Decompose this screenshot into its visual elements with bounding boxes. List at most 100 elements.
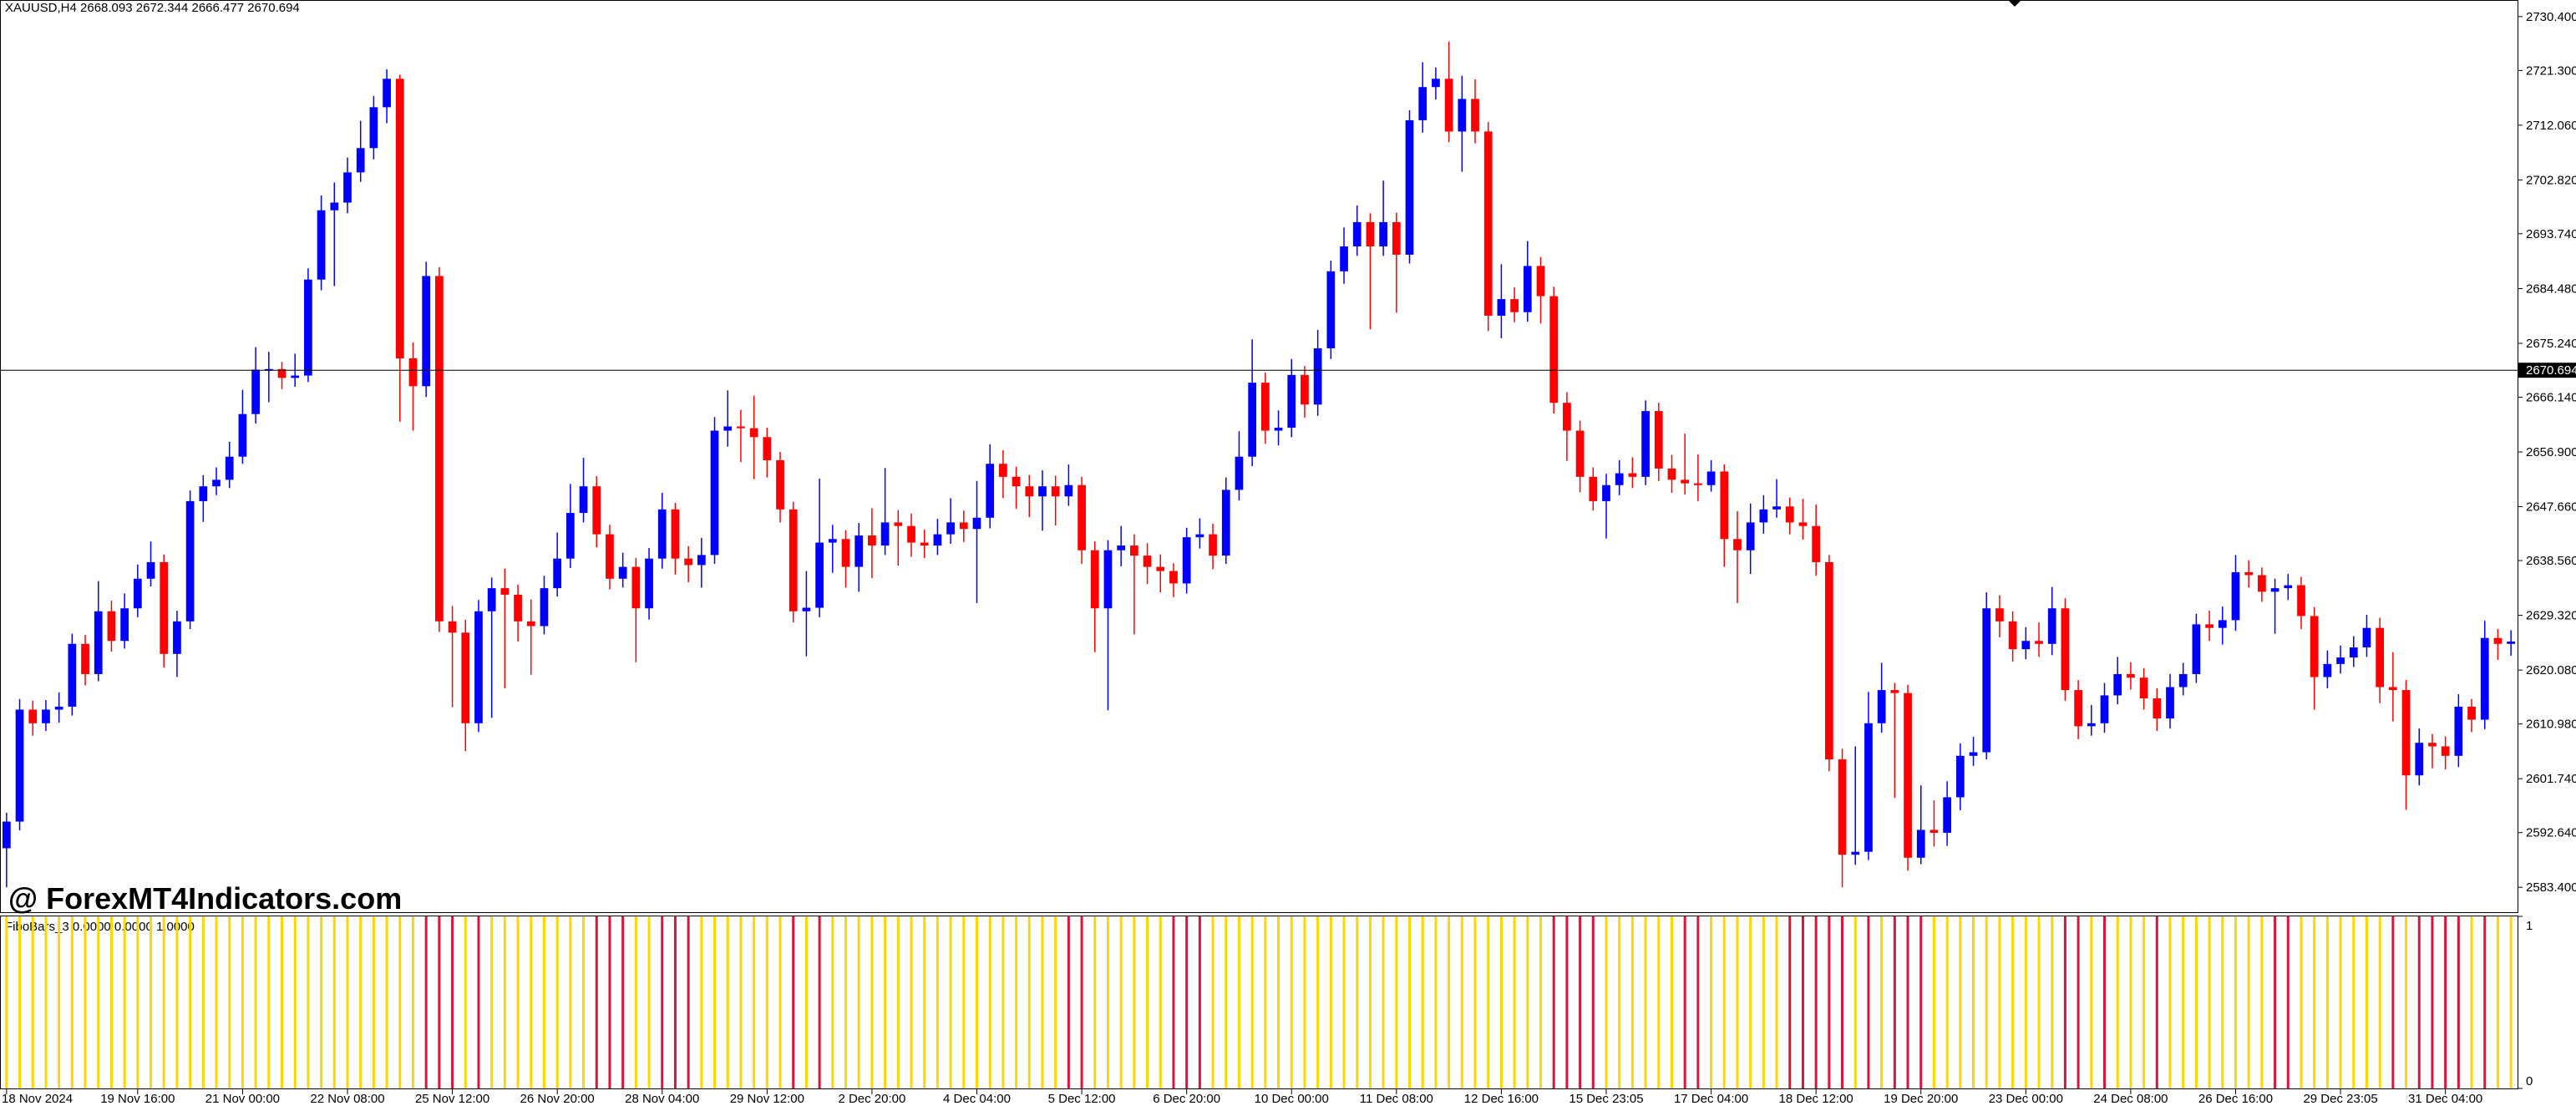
candle-body: [1051, 486, 1060, 497]
candle-body: [671, 509, 680, 559]
candle-body: [1340, 246, 1348, 271]
candle-body: [802, 607, 811, 611]
indicator-bar: [739, 916, 743, 1088]
y-tick-label: 2638.560: [2526, 554, 2576, 568]
candle-body: [2415, 743, 2424, 776]
x-tick-label: 5 Dec 12:00: [1048, 1092, 1116, 1106]
candle-body: [2127, 673, 2135, 678]
x-tick-label: 26 Dec 16:00: [2198, 1092, 2273, 1106]
candle-body: [2389, 687, 2397, 691]
candle-body: [2, 821, 11, 849]
indicator-bar: [2103, 916, 2107, 1088]
y-tick-label: 2730.400: [2526, 10, 2576, 24]
indicator-bar: [1080, 916, 1083, 1088]
indicator-bar: [398, 916, 402, 1088]
candle-body: [251, 369, 260, 414]
y-tick-label: 2675.240: [2526, 337, 2576, 351]
candle-body: [1078, 485, 1086, 550]
candle-body: [592, 486, 601, 535]
candle-body: [1366, 221, 1375, 246]
x-tick-label: 6 Dec 20:00: [1153, 1092, 1220, 1106]
x-tick-label: 26 Nov 20:00: [520, 1092, 595, 1106]
candle-body: [1379, 221, 1387, 246]
x-tick-label: 2 Dec 20:00: [838, 1092, 905, 1106]
indicator-bar: [700, 916, 703, 1088]
indicator-bar: [123, 916, 126, 1088]
candle-body: [2401, 690, 2411, 776]
candle-body: [474, 611, 483, 723]
indicator-bar: [1448, 916, 1451, 1088]
y-tick-label: 2620.080: [2526, 663, 2576, 677]
candle-body: [2113, 673, 2122, 696]
candle-body: [1497, 299, 1506, 316]
candle-body: [868, 535, 876, 546]
candle-body: [763, 437, 772, 460]
indicator-bar: [175, 916, 179, 1088]
candle-body: [526, 621, 535, 627]
candle-body: [487, 588, 496, 611]
indicator-bar: [1054, 916, 1057, 1088]
indicator-bar: [1499, 916, 1503, 1088]
candle-body: [2061, 608, 2070, 691]
x-tick-label: 28 Nov 04:00: [625, 1092, 699, 1106]
y-tick-label: 2601.740: [2526, 772, 2576, 786]
indicator-bar: [857, 916, 860, 1088]
candle-body: [1221, 490, 1230, 556]
candle-body: [238, 413, 247, 457]
candle-body: [1458, 99, 1467, 132]
candle-body: [1523, 266, 1532, 312]
indicator-bar: [634, 916, 637, 1088]
indicator-bar: [1133, 916, 1136, 1088]
candle-body: [1838, 759, 1847, 855]
candle-body: [907, 525, 915, 543]
candle-body: [1510, 299, 1519, 312]
candle-body: [1326, 271, 1336, 348]
indicator-bar: [477, 916, 480, 1088]
indicator-bar: [1356, 916, 1359, 1088]
indicator-bar: [2405, 916, 2408, 1088]
indicator-bar: [2417, 916, 2421, 1088]
indicator-bar: [818, 916, 821, 1088]
indicator-bar: [1828, 916, 1831, 1088]
indicator-bar: [1316, 916, 1320, 1088]
candle-body: [565, 513, 575, 559]
indicator-bar: [2024, 916, 2027, 1088]
candle-body: [277, 368, 287, 378]
y-tick-label: 2610.980: [2526, 718, 2576, 732]
x-tick-label: 4 Dec 04:00: [943, 1092, 1011, 1106]
indicator-bar: [1408, 916, 1412, 1088]
indicator-bar: [1919, 916, 1923, 1088]
indicator-bar: [1368, 916, 1372, 1088]
y-tick-label: 0: [2526, 1074, 2533, 1088]
candle-body: [343, 172, 352, 203]
candle-body: [1313, 348, 1322, 405]
candle-body: [1352, 221, 1362, 246]
indicator-bar: [215, 916, 218, 1088]
indicator-bar: [1303, 916, 1306, 1088]
candle-body: [1169, 571, 1178, 584]
indicator-bar: [910, 916, 913, 1088]
candle-body: [1904, 693, 1912, 858]
indicator-bar: [2194, 916, 2198, 1088]
y-tick-label: 2583.400: [2526, 880, 2576, 895]
candle-body: [2153, 698, 2162, 719]
candle-body: [1405, 119, 1414, 255]
candle-body: [2323, 663, 2332, 677]
candle-body: [185, 500, 195, 621]
indicator-bar: [2286, 916, 2289, 1088]
indicator-bar: [1972, 916, 1975, 1088]
indicator-bar: [464, 916, 467, 1088]
indicator-bar: [778, 916, 782, 1088]
indicator-bar: [281, 916, 284, 1088]
indicator-bar: [988, 916, 991, 1088]
indicator-bar: [1565, 916, 1569, 1088]
indicator-bar: [1211, 916, 1214, 1088]
candle-body: [1575, 430, 1585, 477]
x-tick-label: 17 Dec 04:00: [1674, 1092, 1748, 1106]
candle-body: [291, 375, 300, 378]
candle-body: [42, 709, 50, 723]
indicator-bar: [1762, 916, 1765, 1088]
indicator-bar: [2116, 916, 2119, 1088]
indicator-bar: [1146, 916, 1149, 1088]
indicator-bar: [1579, 916, 1582, 1088]
